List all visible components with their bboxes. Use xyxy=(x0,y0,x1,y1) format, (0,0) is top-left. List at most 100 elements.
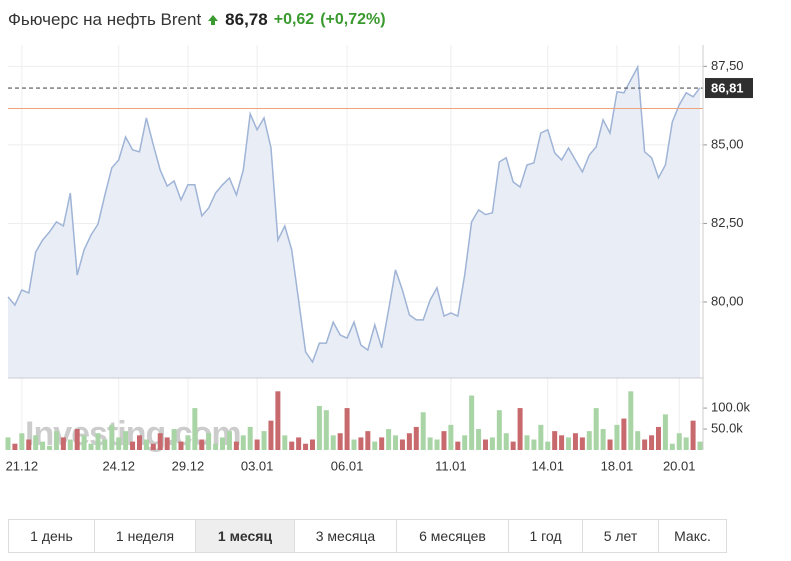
volume-bar xyxy=(434,439,440,450)
volume-bar xyxy=(136,435,142,450)
volume-bar xyxy=(47,445,53,450)
volume-bar xyxy=(489,437,495,450)
volume-bar xyxy=(171,429,177,450)
range-button[interactable]: 1 день xyxy=(9,520,95,552)
volume-bar xyxy=(393,435,399,450)
volume-bar xyxy=(254,439,260,450)
volume-bar xyxy=(358,437,364,450)
volume-bar xyxy=(74,429,80,450)
volume-bar xyxy=(164,437,170,450)
volume-bar xyxy=(19,433,25,450)
volume-bar xyxy=(614,424,620,450)
volume-bar xyxy=(607,439,613,450)
x-tick-label: 24.12 xyxy=(102,458,135,473)
volume-bar xyxy=(662,414,668,450)
volume-bar xyxy=(482,439,488,450)
volume-bar xyxy=(420,412,426,450)
volume-bar xyxy=(240,435,246,450)
volume-bar xyxy=(330,435,336,450)
volume-bar xyxy=(697,441,703,450)
volume-bar xyxy=(621,418,627,450)
change-percent: (+0,72%) xyxy=(320,11,386,28)
volume-bar xyxy=(296,437,302,450)
volume-bar xyxy=(282,435,288,450)
volume-bar xyxy=(559,435,565,450)
volume-bar xyxy=(130,441,136,450)
volume-bar xyxy=(309,439,315,450)
volume-bar xyxy=(95,433,101,450)
chart: 21.12 24.12 29.12 03.01 06.01 11.01 14.01 18.01… xyxy=(5,45,753,473)
volume-bar xyxy=(247,426,253,450)
volume-bar xyxy=(157,433,163,450)
volume-bar xyxy=(642,439,648,450)
volume-bar xyxy=(192,408,198,450)
range-button[interactable]: 1 месяц xyxy=(196,520,295,552)
volume-bar xyxy=(5,437,11,450)
volume-bar xyxy=(683,437,689,450)
volume-bar xyxy=(143,439,149,450)
x-tick-label: 03.01 xyxy=(241,458,274,473)
volume-bar xyxy=(213,443,219,450)
x-tick-label: 14.01 xyxy=(531,458,564,473)
range-button[interactable]: 1 год xyxy=(509,520,583,552)
volume-bar xyxy=(289,441,295,450)
volume-bar xyxy=(316,405,322,450)
volume-bar xyxy=(365,431,371,450)
range-button[interactable]: 1 неделя xyxy=(95,520,196,552)
volume-bar xyxy=(628,391,634,450)
range-button[interactable]: 5 лет xyxy=(583,520,659,552)
range-button[interactable]: 6 месяцев xyxy=(397,520,509,552)
volume-bar xyxy=(448,424,454,450)
volume-bar xyxy=(344,408,350,450)
y-tick-label: 82,50 xyxy=(711,215,744,230)
volume-bar xyxy=(399,439,405,450)
volume-bar xyxy=(303,443,309,450)
header: Фьючерс на нефть Brent 86,78 +0,62 (+0,7… xyxy=(8,10,386,30)
volume-bar xyxy=(386,429,392,450)
volume-bar xyxy=(669,443,675,450)
up-arrow xyxy=(208,15,219,25)
volume-bar xyxy=(199,439,205,450)
range-button[interactable]: 3 месяца xyxy=(295,520,397,552)
volume-bar xyxy=(123,431,129,450)
volume-bar xyxy=(206,433,212,450)
volume-bar xyxy=(441,431,447,450)
x-tick-label: 11.01 xyxy=(435,458,467,473)
volume-bar xyxy=(351,439,357,450)
y-tick-label: 80,00 xyxy=(711,293,744,308)
volume-bar xyxy=(185,435,191,450)
volume-bar xyxy=(469,395,475,450)
x-tick-label: 21.12 xyxy=(6,458,39,473)
line xyxy=(7,64,701,364)
volume-bar xyxy=(337,433,343,450)
title: Фьючерс на нефть Brent xyxy=(8,10,202,29)
volume-bar xyxy=(676,433,682,450)
volume-bar xyxy=(655,426,661,450)
volume-bar xyxy=(552,431,558,450)
volume-bar xyxy=(462,435,468,450)
range-button[interactable]: Макс. xyxy=(674,528,711,544)
volume-bar xyxy=(635,431,641,450)
y-tick-label: 87,50 xyxy=(711,58,744,73)
volume-bar xyxy=(88,443,94,450)
volume-bar xyxy=(503,433,509,450)
last-price-label: 86,81 xyxy=(711,80,744,95)
volume-bar xyxy=(67,439,73,450)
volume-bar xyxy=(690,420,696,450)
volume-bar xyxy=(593,408,599,450)
x-tick-label: 18.01 xyxy=(601,458,634,473)
x-tick-label: 20.01 xyxy=(663,458,696,473)
volume-bar xyxy=(275,391,281,450)
y-tick-label: 85,00 xyxy=(711,136,744,151)
volume-bar xyxy=(226,431,232,450)
price: 86,78 xyxy=(225,10,268,29)
x-tick-label: 06.01 xyxy=(331,458,364,473)
volume-bar xyxy=(586,431,592,450)
volume-bar xyxy=(26,439,32,450)
volume-bar xyxy=(545,441,551,450)
volume-bar xyxy=(566,437,572,450)
volume-bar xyxy=(33,435,39,450)
range-buttons: 1 день 1 неделя 1 месяц 3 месяца 6 месяцев 1 … xyxy=(8,519,727,553)
change: +0,62 xyxy=(273,11,315,28)
